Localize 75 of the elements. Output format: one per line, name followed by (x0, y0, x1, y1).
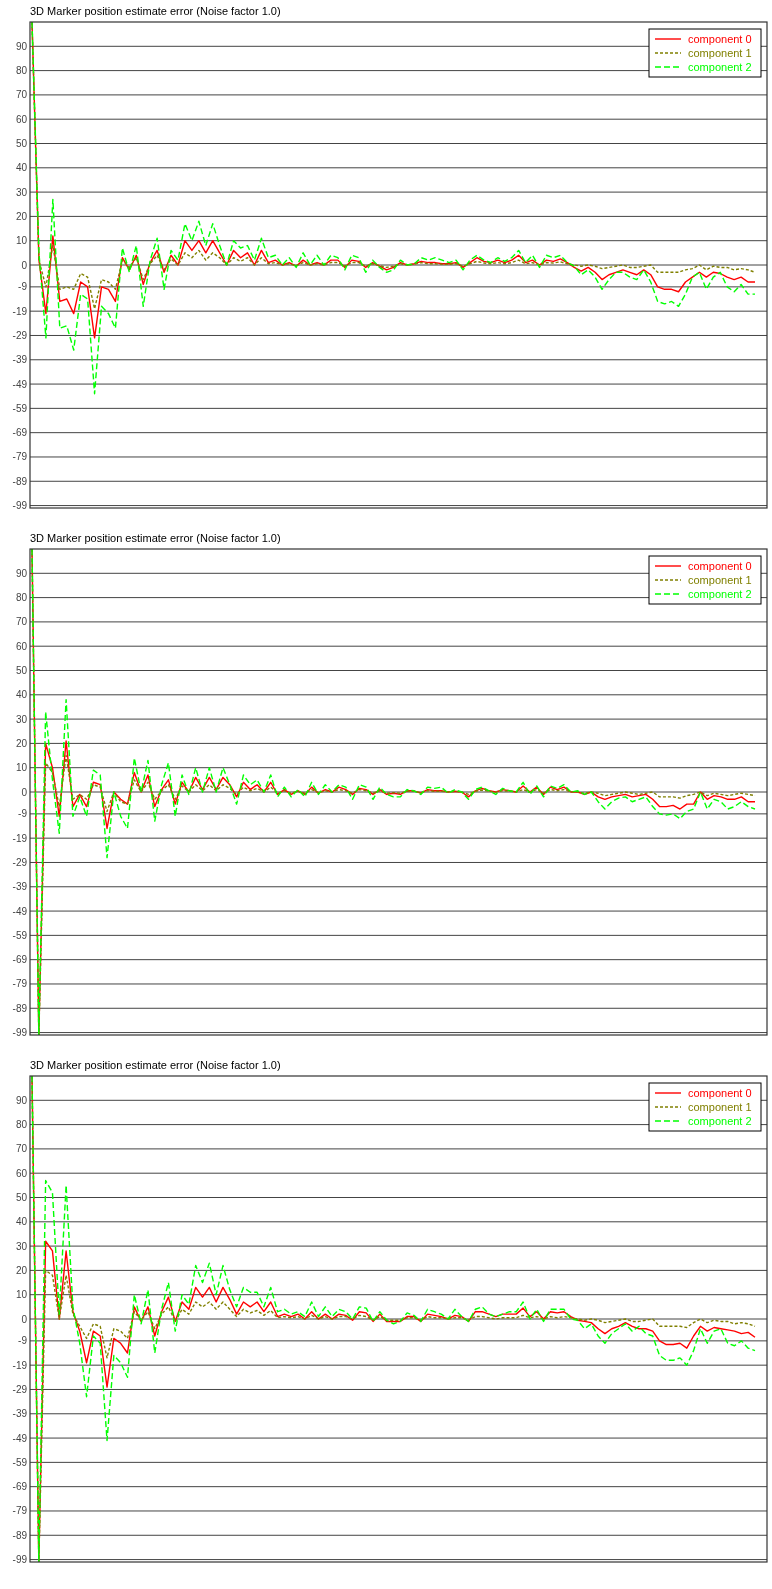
y-tick-label: 30 (15, 186, 28, 198)
y-tick-label: 20 (15, 1264, 28, 1276)
y-tick-label: 50 (15, 138, 28, 149)
y-tick-label: -79 (12, 1505, 28, 1517)
chart-title: 3D Marker position estimate error (Noise factor 1.0) (30, 532, 281, 544)
legend-label: component 1 (688, 1101, 752, 1113)
y-tick-label: -19 (12, 305, 28, 317)
y-tick-label: 60 (15, 640, 28, 652)
y-tick-label: 10 (15, 235, 28, 247)
y-tick-label: 90 (15, 567, 28, 579)
legend-label: component 0 (688, 33, 752, 45)
y-tick-label: 40 (15, 689, 28, 701)
y-tick-label: 90 (15, 1094, 28, 1106)
line-series (31, 22, 756, 395)
legend-label: component 1 (688, 574, 752, 586)
y-tick-label: 70 (15, 1143, 28, 1155)
legend-label: component 0 (688, 1087, 752, 1099)
y-tick-label: 50 (15, 665, 28, 676)
y-tick-label: 10 (15, 1289, 28, 1301)
y-tick-label: -69 (12, 1481, 28, 1493)
y-tick-label: -19 (12, 1359, 28, 1371)
line-series (31, 549, 756, 1035)
y-tick-label: 0 (21, 259, 28, 271)
y-tick-label: -19 (12, 832, 28, 844)
legend-label: component 0 (688, 560, 752, 572)
legend-label: component 1 (688, 47, 752, 59)
y-tick-label: -49 (12, 378, 28, 390)
y-tick-label: -39 (12, 1408, 28, 1420)
y-tick-label: -59 (12, 1456, 28, 1468)
y-tick-label: -79 (12, 451, 28, 463)
line-series (31, 1076, 756, 1562)
y-tick-label: -99 (12, 500, 28, 512)
y-tick-label: -9 (18, 808, 28, 820)
y-tick-label: 50 (15, 1192, 28, 1203)
y-tick-label: 40 (15, 1216, 28, 1228)
y-tick-label: -39 (12, 354, 28, 366)
y-tick-label: 80 (15, 1119, 28, 1131)
y-tick-label: 70 (15, 616, 28, 628)
y-tick-label: -59 (12, 929, 28, 941)
y-tick-label: 80 (15, 65, 28, 77)
y-tick-label: -99 (12, 1554, 28, 1566)
chart-title: 3D Marker position estimate error (Noise factor 1.0) (30, 1059, 281, 1071)
y-tick-label: -89 (12, 475, 28, 487)
y-tick-label: 60 (15, 1167, 28, 1179)
y-tick-label: 10 (15, 762, 28, 774)
y-tick-label: 30 (15, 713, 28, 725)
y-tick-label: -59 (12, 402, 28, 414)
y-tick-label: 90 (15, 40, 28, 52)
legend-label: component 2 (688, 61, 752, 73)
y-tick-label: -69 (12, 427, 28, 439)
y-tick-label: -9 (18, 281, 28, 293)
y-tick-label: -79 (12, 978, 28, 990)
y-tick-label: -29 (12, 1383, 28, 1395)
y-tick-label: -49 (12, 1432, 28, 1444)
y-tick-label: -99 (12, 1027, 28, 1039)
y-tick-label: -89 (12, 1002, 28, 1014)
y-tick-label: -49 (12, 905, 28, 917)
y-tick-label: 0 (21, 1313, 28, 1325)
legend-label: component 2 (688, 1115, 752, 1127)
y-tick-label: -9 (18, 1335, 28, 1347)
y-tick-label: -39 (12, 881, 28, 893)
y-tick-label: 20 (15, 737, 28, 749)
y-tick-label: 20 (15, 210, 28, 222)
y-tick-label: -29 (12, 856, 28, 868)
y-tick-label: 80 (15, 592, 28, 604)
y-tick-label: 0 (21, 786, 28, 798)
chart-title: 3D Marker position estimate error (Noise factor 1.0) (30, 5, 281, 17)
y-tick-label: -29 (12, 329, 28, 341)
y-tick-label: 70 (15, 89, 28, 101)
y-tick-label: 40 (15, 162, 28, 174)
y-tick-label: 60 (15, 113, 28, 125)
y-tick-label: -69 (12, 954, 28, 966)
legend-label: component 2 (688, 588, 752, 600)
y-tick-label: -89 (12, 1529, 28, 1541)
y-tick-label: 30 (15, 1240, 28, 1252)
